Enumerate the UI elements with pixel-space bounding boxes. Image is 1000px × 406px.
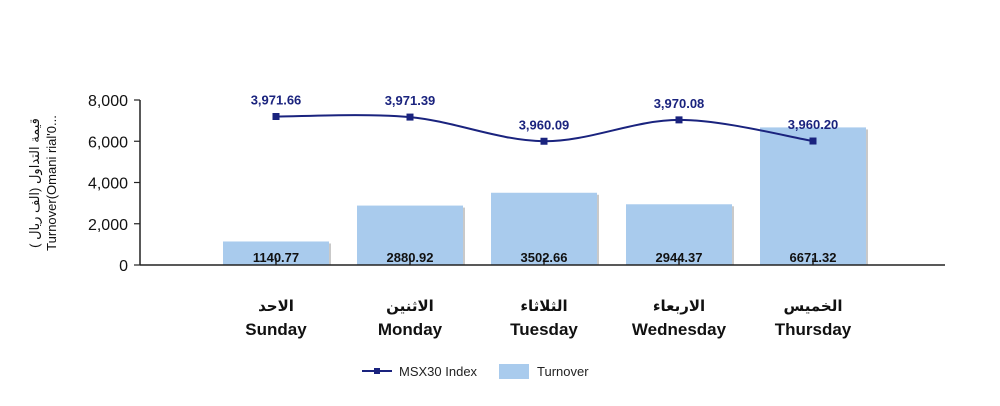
category-label-arabic: الاحد	[258, 298, 294, 315]
legend-label-msx30: MSX30 Index	[399, 364, 478, 379]
y-axis-label-english: Turnover(Omani rial'0...	[44, 115, 59, 251]
msx30-index-value-label: 3,960.20	[788, 117, 839, 132]
turnover-value-label: 1140.77	[253, 250, 299, 265]
turnover-bar	[357, 205, 463, 265]
legend-label-turnover: Turnover	[537, 364, 589, 379]
turnover-value-label: 6671.32	[790, 250, 837, 265]
msx30-index-series: 3,971.66 3,971.39 3,960.09 3,970.08 3,960.20	[251, 93, 839, 145]
msx30-index-point	[406, 113, 414, 121]
turnover-value-label: 3502.66	[521, 250, 568, 265]
category-label-arabic: الخميس	[784, 298, 843, 315]
y-tick-label: 6,000	[88, 134, 128, 151]
category-label-english: Tuesday	[510, 320, 578, 339]
y-tick-label: 0	[119, 258, 128, 275]
category-label-english: Sunday	[245, 320, 307, 339]
legend-bar-swatch	[499, 364, 529, 379]
turnover-bar	[760, 127, 866, 265]
category-label-english: Thursday	[775, 320, 852, 339]
y-axis-ticks: 8,000 6,000 4,000 2,000 0	[88, 93, 140, 275]
turnover-bars	[223, 127, 868, 265]
y-tick-label: 2,000	[88, 217, 128, 234]
turnover-value-label: 2880.92	[387, 250, 434, 265]
y-tick-label: 4,000	[88, 176, 128, 193]
category-label-arabic: الاثنين	[386, 298, 434, 315]
category-labels: الاحد Sunday الاثنين Monday الثلاثاء Tuesday ا…	[245, 298, 851, 339]
legend-line-marker	[374, 368, 380, 374]
msx30-index-value-label: 3,970.08	[654, 96, 705, 111]
msx30-index-point	[809, 137, 817, 145]
turnover-bar	[223, 241, 329, 265]
category-label-english: Monday	[378, 320, 443, 339]
category-label-english: Wednesday	[632, 320, 727, 339]
msx30-index-value-label: 3,971.66	[251, 93, 302, 108]
turnover-bar	[626, 204, 732, 265]
legend: MSX30 Index Turnover	[362, 364, 589, 379]
msx30-index-point	[272, 113, 280, 120]
x-axis-tick-marks	[275, 258, 814, 265]
category-label-arabic: الثلاثاء	[520, 298, 567, 315]
turnover-bar	[491, 192, 597, 265]
msx30-index-point	[540, 137, 548, 145]
turnover-value-label: 2944.37	[656, 250, 703, 265]
turnover-value-labels: 1140.77 2880.92 3502.66 2944.37 6671.32	[253, 250, 837, 265]
msx30-index-point	[675, 116, 683, 124]
category-label-arabic: الاربعاء	[653, 298, 705, 315]
msx30-index-value-label: 3,960.09	[519, 117, 570, 132]
msx30-index-value-label: 3,971.39	[385, 93, 436, 108]
y-axis-label-arabic: ( قيمة التداول (الف ريال	[27, 118, 43, 248]
y-axis-label: ( قيمة التداول (الف ريال Turnover(Omani …	[27, 115, 59, 251]
y-tick-label: 8,000	[88, 93, 128, 110]
